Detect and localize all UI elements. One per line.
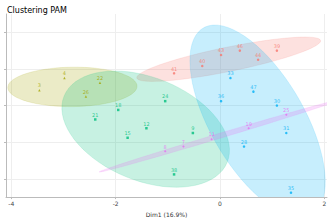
svg-text:39: 39 [274, 43, 280, 49]
svg-text:19: 19 [246, 121, 252, 127]
svg-text:44: 44 [255, 52, 261, 58]
svg-text:33: 33 [227, 70, 233, 76]
svg-text:30: 30 [274, 98, 280, 104]
svg-text:Dim1 (16.9%): Dim1 (16.9%) [146, 211, 188, 218]
svg-text:9: 9 [191, 125, 194, 131]
svg-text:12: 12 [143, 121, 149, 127]
svg-text:7: 7 [182, 139, 185, 145]
svg-text:40: 40 [199, 58, 205, 64]
svg-text:26: 26 [83, 89, 89, 95]
svg-text:47: 47 [250, 84, 256, 90]
svg-text:18: 18 [115, 102, 121, 108]
svg-text:11: 11 [208, 131, 214, 137]
svg-text:28: 28 [241, 139, 247, 145]
svg-text:35: 35 [288, 185, 294, 191]
svg-text:43: 43 [218, 47, 224, 53]
svg-text:22: 22 [97, 75, 103, 81]
svg-text:2: 2 [322, 200, 326, 207]
svg-text:3: 3 [38, 82, 41, 88]
svg-text:15: 15 [124, 130, 130, 136]
svg-text:-2: -2 [113, 200, 119, 207]
svg-text:24: 24 [162, 93, 168, 99]
svg-text:Clustering PAM: Clustering PAM [7, 6, 67, 15]
svg-text:31: 31 [283, 125, 289, 131]
svg-text:36: 36 [218, 93, 224, 99]
svg-text:25: 25 [283, 107, 289, 113]
svg-text:8: 8 [164, 144, 167, 150]
svg-text:38: 38 [171, 167, 177, 173]
svg-text:4: 4 [63, 70, 66, 76]
svg-text:21: 21 [92, 112, 98, 118]
svg-text:41: 41 [171, 66, 177, 72]
svg-text:0: 0 [218, 200, 222, 207]
svg-text:-4: -4 [8, 200, 14, 207]
svg-text:46: 46 [237, 43, 243, 49]
